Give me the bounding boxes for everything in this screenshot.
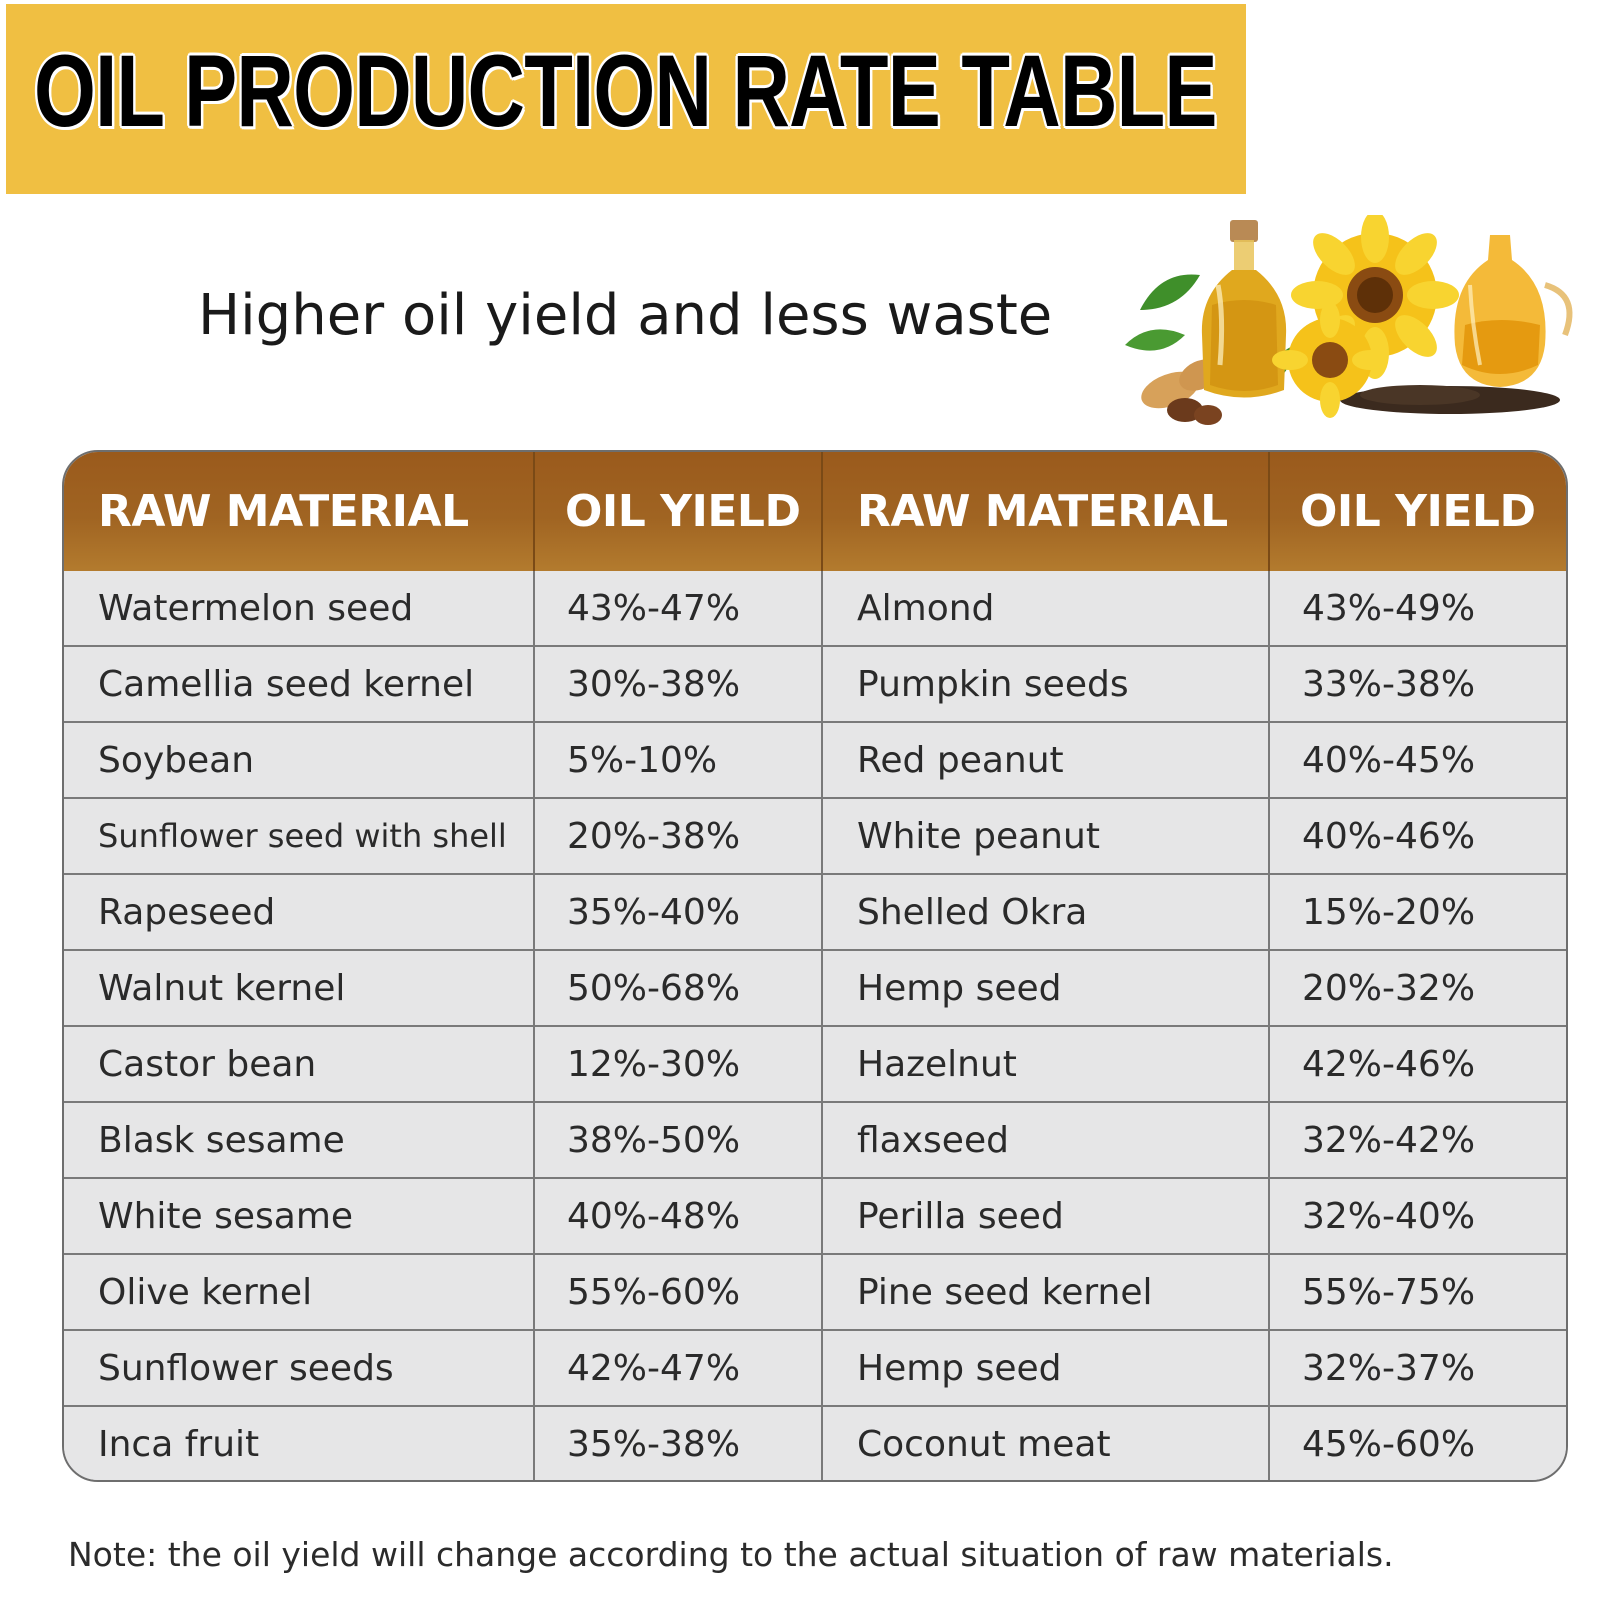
- material-cell: Blask sesame: [64, 1101, 535, 1178]
- material-cell: Almond: [822, 571, 1270, 646]
- material-cell: White peanut: [822, 797, 1270, 874]
- table-row: Watermelon seed 43%-47% Almond 43%-49%: [64, 571, 1566, 646]
- material-cell: Hemp seed: [822, 1329, 1270, 1406]
- table-row: Rapeseed 35%-40% Shelled Okra 15%-20%: [64, 873, 1566, 950]
- material-cell: Walnut kernel: [64, 949, 535, 1026]
- yield-cell: 32%-37%: [1269, 1329, 1566, 1406]
- yield-cell: 32%-42%: [1269, 1101, 1566, 1178]
- table-row: Sunflower seeds 42%-47% Hemp seed 32%-37…: [64, 1329, 1566, 1406]
- yield-table-grid: RAW MATERIAL OIL YIELD RAW MATERIAL OIL …: [64, 452, 1566, 1480]
- footnote: Note: the oil yield will change accordin…: [68, 1535, 1394, 1574]
- material-cell: Coconut meat: [822, 1405, 1270, 1480]
- column-header-raw-material-left: RAW MATERIAL: [64, 452, 535, 571]
- material-cell: Shelled Okra: [822, 873, 1270, 950]
- material-cell: Hazelnut: [822, 1025, 1270, 1102]
- yield-cell: 20%-32%: [1269, 949, 1566, 1026]
- oil-yield-table: RAW MATERIAL OIL YIELD RAW MATERIAL OIL …: [62, 450, 1568, 1482]
- yield-cell: 38%-50%: [534, 1101, 823, 1178]
- subtitle: Higher oil yield and less waste: [198, 283, 1053, 348]
- yield-cell: 35%-40%: [534, 873, 823, 950]
- yield-cell: 5%-10%: [534, 721, 823, 798]
- material-cell: Camellia seed kernel: [64, 645, 535, 722]
- yield-cell: 15%-20%: [1269, 873, 1566, 950]
- table-row: Castor bean 12%-30% Hazelnut 42%-46%: [64, 1025, 1566, 1102]
- material-cell: flaxseed: [822, 1101, 1270, 1178]
- table-row: Blask sesame 38%-50% flaxseed 32%-42%: [64, 1101, 1566, 1178]
- oil-sunflower-illustration: [1125, 215, 1573, 425]
- yield-cell: 55%-60%: [534, 1253, 823, 1330]
- material-cell: Rapeseed: [64, 873, 535, 950]
- material-cell: Watermelon seed: [64, 571, 535, 646]
- yield-cell: 42%-47%: [534, 1329, 823, 1406]
- yield-cell: 43%-49%: [1269, 571, 1566, 646]
- material-cell: Inca fruit: [64, 1405, 535, 1480]
- material-cell: Pine seed kernel: [822, 1253, 1270, 1330]
- yield-cell: 20%-38%: [534, 797, 823, 874]
- yield-cell: 42%-46%: [1269, 1025, 1566, 1102]
- yield-cell: 45%-60%: [1269, 1405, 1566, 1480]
- title-banner: OIL PRODUCTION RATE TABLE: [6, 4, 1246, 194]
- material-cell: Red peanut: [822, 721, 1270, 798]
- table-row: White sesame 40%-48% Perilla seed 32%-40…: [64, 1177, 1566, 1254]
- page-title: OIL PRODUCTION RATE TABLE: [34, 34, 1218, 148]
- yield-cell: 40%-45%: [1269, 721, 1566, 798]
- yield-cell: 32%-40%: [1269, 1177, 1566, 1254]
- column-header-oil-yield-left: OIL YIELD: [534, 452, 823, 571]
- material-cell: Hemp seed: [822, 949, 1270, 1026]
- yield-cell: 40%-48%: [534, 1177, 823, 1254]
- table-row: Walnut kernel 50%-68% Hemp seed 20%-32%: [64, 949, 1566, 1026]
- table-row: Olive kernel 55%-60% Pine seed kernel 55…: [64, 1253, 1566, 1330]
- table-row: Camellia seed kernel 30%-38% Pumpkin see…: [64, 645, 1566, 722]
- material-cell: Sunflower seeds: [64, 1329, 535, 1406]
- material-cell: Soybean: [64, 721, 535, 798]
- table-row: Soybean 5%-10% Red peanut 40%-45%: [64, 721, 1566, 798]
- yield-cell: 40%-46%: [1269, 797, 1566, 874]
- table-header-row: RAW MATERIAL OIL YIELD RAW MATERIAL OIL …: [64, 452, 1566, 571]
- material-cell: Perilla seed: [822, 1177, 1270, 1254]
- yield-cell: 35%-38%: [534, 1405, 823, 1480]
- yield-cell: 43%-47%: [534, 571, 823, 646]
- column-header-raw-material-right: RAW MATERIAL: [822, 452, 1270, 571]
- material-cell: Olive kernel: [64, 1253, 535, 1330]
- yield-cell: 50%-68%: [534, 949, 823, 1026]
- material-cell: Pumpkin seeds: [822, 645, 1270, 722]
- material-cell: Castor bean: [64, 1025, 535, 1102]
- column-header-oil-yield-right: OIL YIELD: [1269, 452, 1566, 571]
- table-row: Sunflower seed with shell 20%-38% White …: [64, 797, 1566, 874]
- yield-cell: 12%-30%: [534, 1025, 823, 1102]
- table-row: Inca fruit 35%-38% Coconut meat 45%-60%: [64, 1405, 1566, 1480]
- yield-cell: 33%-38%: [1269, 645, 1566, 722]
- yield-cell: 30%-38%: [534, 645, 823, 722]
- yield-cell: 55%-75%: [1269, 1253, 1566, 1330]
- material-cell: White sesame: [64, 1177, 535, 1254]
- material-cell: Sunflower seed with shell: [64, 797, 535, 874]
